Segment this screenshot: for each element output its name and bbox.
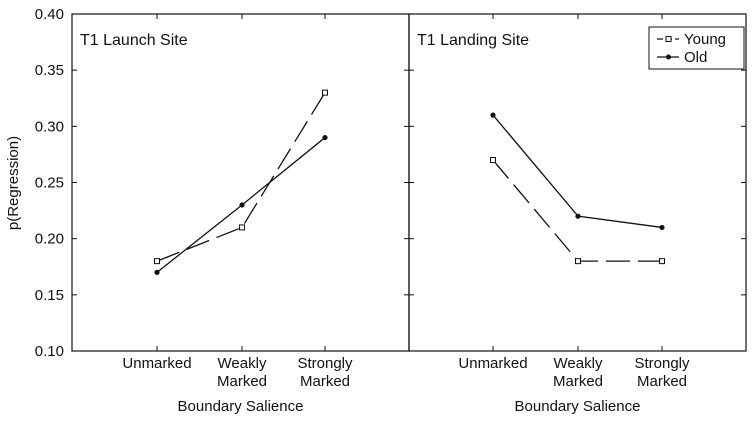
y-axis-label: p(Regression) [5,136,22,230]
data-point-old [154,269,160,275]
y-tick-label: 0.15 [35,287,64,304]
x-tick-label: Unmarked [458,355,527,372]
x-tick-label: Marked [300,373,350,390]
x-axis-label-1: Boundary Salience [178,398,304,415]
data-point-young [575,258,581,265]
data-point-old [659,224,665,231]
series-line-young [156,92,326,262]
data-point-old [322,134,328,141]
data-point-old [490,112,496,118]
y-tick-label: 0.20 [35,231,64,248]
y-tick-label: 0.30 [35,118,64,135]
data-point-old [239,202,245,208]
legend-box [648,26,745,70]
legend-marker-young [665,36,672,42]
y-tick-label: 0.25 [35,175,64,192]
x-tick-label: Weakly [218,355,267,372]
legend-marker-old [666,54,671,60]
panel-title-1: T1 Launch Site [80,32,188,49]
legend-label-old: Old [684,49,707,66]
data-point-old [575,213,581,219]
x-tick-label: Weakly [554,355,603,372]
legend-label-young: Young [684,31,726,48]
x-tick-label: Strongly [634,355,690,372]
x-tick-label: Marked [553,373,603,390]
series-line-old [492,114,663,229]
data-point-young [154,258,160,265]
y-tick-label: 0.35 [35,62,64,79]
x-tick-label: Strongly [297,355,353,372]
series-line-young [492,159,662,262]
data-point-young [490,157,496,164]
data-point-young [239,224,245,231]
panel-title-2: T1 Landing Site [417,32,529,49]
x-tick-label: Unmarked [122,355,191,372]
x-tick-label: Marked [637,373,687,390]
x-axis-label-2: Boundary Salience [515,398,641,415]
panel-frame-1 [71,13,410,352]
y-tick-label: 0.10 [35,343,64,360]
x-tick-label: Marked [217,373,267,390]
data-point-young [659,258,665,265]
data-point-young [322,89,328,96]
y-tick-label: 0.40 [35,6,64,23]
